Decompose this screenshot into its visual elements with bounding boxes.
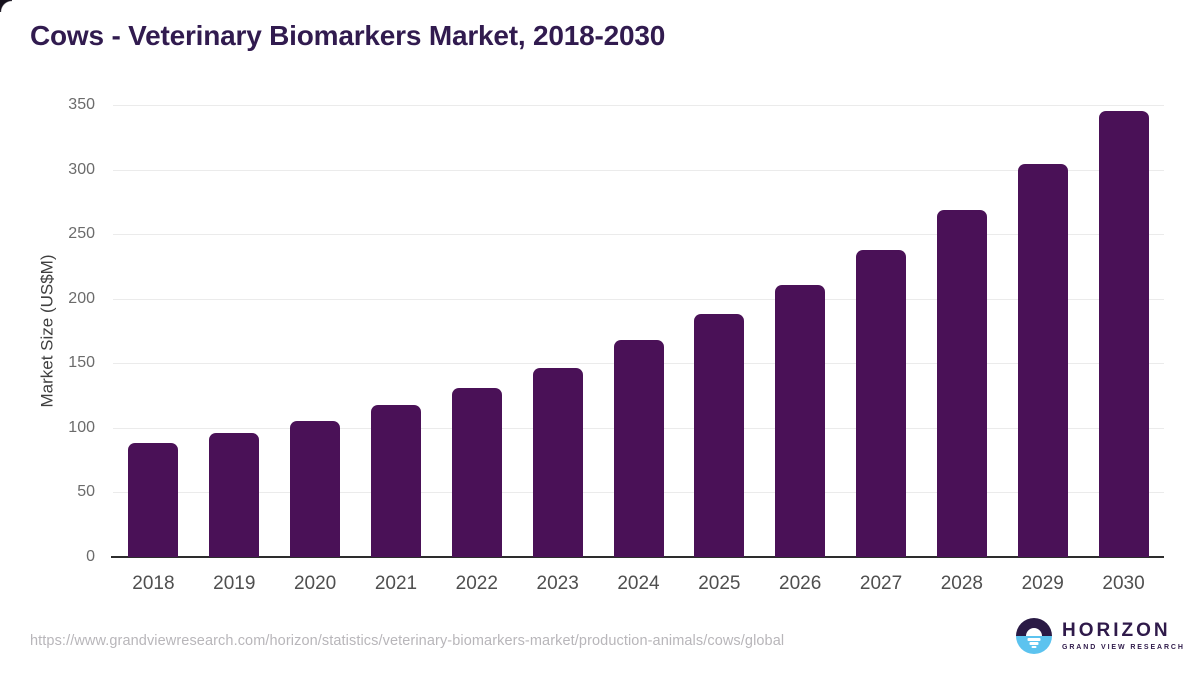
gridline-250: [113, 234, 1164, 236]
horizon-logo: HORIZON GRAND VIEW RESEARCH: [1016, 618, 1185, 654]
x-tick-label-2024: 2024: [617, 573, 660, 594]
bar-2021: [370, 404, 421, 557]
x-tick-label-2019: 2019: [213, 573, 256, 594]
source-url: https://www.grandviewresearch.com/horizo…: [30, 633, 785, 649]
x-tick-label-2023: 2023: [536, 573, 579, 594]
gridline-350: [113, 105, 1164, 106]
x-axis-line: [111, 556, 1164, 558]
bar-2019: [209, 433, 260, 557]
y-tick-label-100: 100: [68, 418, 95, 436]
bar-2025: [694, 314, 745, 557]
x-tick-label-2027: 2027: [859, 573, 903, 594]
x-tick-label-2020: 2020: [293, 573, 337, 594]
y-tick-label-0: 0: [86, 548, 95, 565]
ripple-icon: [1029, 642, 1039, 645]
y-tick-label-50: 50: [77, 483, 95, 501]
bar-2027: [856, 249, 907, 557]
bar-2026: [775, 284, 826, 557]
x-tick-label-2025: 2025: [698, 573, 741, 594]
bar-2020: [290, 421, 341, 557]
bar-2018: [128, 443, 179, 557]
chart-title: Cows - Veterinary Biomarkers Market, 201…: [30, 20, 666, 51]
logo-text: HORIZON GRAND VIEW RESEARCH: [1062, 621, 1185, 651]
logo-subtext: GRAND VIEW RESEARCH: [1062, 644, 1185, 651]
bar-2023: [532, 368, 583, 557]
y-axis-title: Market Size (US$M): [38, 254, 57, 408]
ripple-icon: [1031, 645, 1037, 648]
ripple-icon: [1027, 638, 1041, 641]
x-tick-label-2022: 2022: [455, 573, 498, 594]
x-tick-label-2021: 2021: [374, 573, 418, 594]
horizon-logo-icon: [1016, 618, 1052, 654]
bar-2030: [1098, 111, 1149, 557]
gridline-200: [113, 298, 1164, 300]
y-tick-label-150: 150: [68, 354, 95, 372]
bar-2024: [613, 340, 664, 557]
y-tick-label-350: 350: [68, 96, 95, 113]
logo-name: HORIZON: [1062, 620, 1171, 641]
gridline-300: [113, 169, 1164, 171]
x-tick-label-2030: 2030: [1102, 573, 1145, 594]
window-corner-artifact: [0, 0, 12, 12]
y-tick-label-200: 200: [68, 289, 95, 307]
x-tick-label-2018: 2018: [132, 573, 175, 594]
y-tick-label-250: 250: [68, 225, 95, 243]
plot-area: 0 50 100 150 200 250 300 350 2018 2019 2020 2021 202…: [68, 96, 1164, 594]
y-tick-label-300: 300: [68, 160, 95, 178]
sun-icon: [1026, 628, 1042, 636]
x-tick-label-2029: 2029: [1021, 573, 1064, 594]
bar-2028: [936, 209, 987, 557]
x-tick-label-2028: 2028: [940, 573, 984, 594]
bar-2022: [451, 387, 502, 557]
bar-2029: [1017, 164, 1068, 557]
x-tick-label-2026: 2026: [779, 573, 822, 594]
